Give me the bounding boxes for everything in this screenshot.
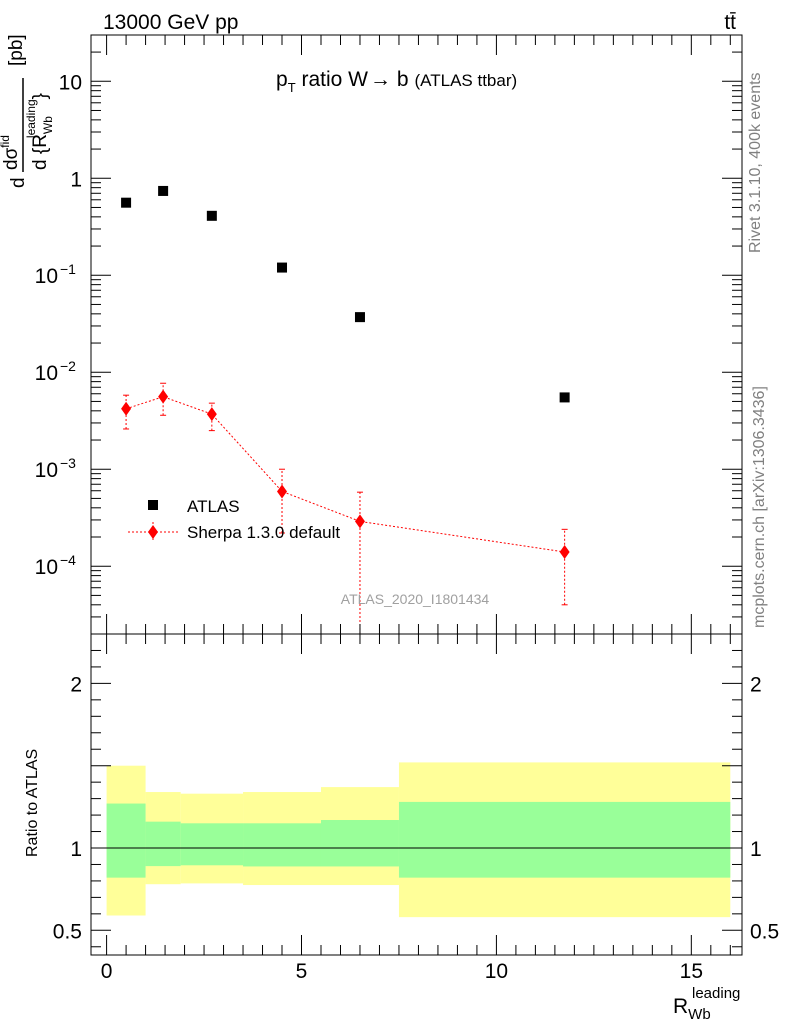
sherpa-line <box>125 396 565 553</box>
svg-text:d {RWbleading}: d {RWbleading} <box>24 93 55 170</box>
mcplots-label: mcplots.cern.ch [arXiv:1306.3436] <box>751 386 768 628</box>
title-rest: ratio W <box>296 68 369 91</box>
main-ylabel: d dσfid d {RWbleading} [pb] <box>0 34 55 188</box>
legend-atlas-marker <box>148 500 158 510</box>
ylabel-sup: leading <box>24 99 38 138</box>
ratio-y-tick-label-right: 2 <box>750 673 762 696</box>
title-sub: T <box>288 80 296 95</box>
atlas-point <box>121 197 132 208</box>
ratio-y-tick-label-left: 1 <box>70 838 82 861</box>
svg-text:dσfid: dσfid <box>0 135 22 170</box>
svg-text:d: d <box>8 177 29 188</box>
xlabel: RWb <box>673 995 711 1023</box>
ratio-ylabel: Ratio to ATLAS <box>24 749 41 857</box>
ylabel-close: } <box>30 93 51 99</box>
atlas-point <box>559 392 570 403</box>
ylabel-denom: d {R <box>30 134 51 170</box>
sherpa-point <box>121 401 132 416</box>
ylabel-sigma: dσ <box>1 147 22 170</box>
plot-title: pT ratio W→ b (ATLAS ttbar) <box>276 68 517 95</box>
title-arrow: → <box>370 68 391 91</box>
rivet-label: Rivet 3.1.10, 400k events <box>747 72 764 253</box>
main-y-tick-label: 10 <box>35 556 58 579</box>
main-y-tick-label: 10 <box>35 362 58 385</box>
ratio-plot-panel: 0.5 0.5 1 1 2 2 0 5 10 15 <box>53 633 779 983</box>
main-y-tick-exponent: −4 <box>60 552 76 568</box>
title-p: p <box>276 68 288 91</box>
ratio-inner-band <box>398 801 731 878</box>
xlabel-sub: Wb <box>688 1006 711 1023</box>
main-y-tick-label: 1 <box>70 168 82 191</box>
main-y-tick-exponent: −3 <box>60 455 76 471</box>
x-tick-label: 5 <box>296 960 308 983</box>
main-y-tick-exponent: −1 <box>60 261 76 277</box>
ratio-y-tick-label-left: 2 <box>70 673 82 696</box>
ratio-inner-band <box>180 823 244 866</box>
main-y-tick-label: 10 <box>35 265 58 288</box>
ylabel-sub: Wb <box>41 116 55 134</box>
legend-sherpa-label: Sherpa 1.3.0 default <box>187 523 340 542</box>
atlas-point <box>277 262 288 273</box>
main-y-tick-label: 10 <box>59 71 82 94</box>
legend-sherpa-marker <box>148 525 158 539</box>
sherpa-point <box>354 514 365 529</box>
xlabel-main: R <box>673 995 688 1018</box>
title-suffix: (ATLAS ttbar) <box>415 71 518 90</box>
ratio-inner-band <box>243 823 321 867</box>
ratio-y-tick-label-left: 0.5 <box>53 920 82 943</box>
atlas-point <box>206 210 217 221</box>
process-label: tt̄ <box>724 11 736 34</box>
legend-atlas-label: ATLAS <box>187 497 240 516</box>
ratio-inner-band <box>320 820 399 867</box>
title-b: b <box>391 68 409 91</box>
sherpa-point <box>206 407 217 422</box>
svg-text:[pb]: [pb] <box>6 34 27 66</box>
x-tick-label: 15 <box>680 960 703 983</box>
ylabel-d: d <box>8 177 29 188</box>
main-y-tick-exponent: −2 <box>60 358 76 374</box>
main-y-tick-label: 10 <box>35 459 58 482</box>
ratio-y-tick-label-right: 1 <box>750 838 762 861</box>
ratio-frame <box>90 633 743 956</box>
energy-label: 13000 GeV pp <box>103 11 238 34</box>
ylabel-unit: [pb] <box>6 34 27 66</box>
ratio-inner-band <box>106 803 146 878</box>
sherpa-point <box>277 484 288 499</box>
xlabel-sup: leading <box>692 985 740 1002</box>
legend: ATLAS Sherpa 1.3.0 default <box>128 497 340 542</box>
x-tick-label: 10 <box>485 960 508 983</box>
ylabel-fid: fid <box>0 135 12 148</box>
main-frame <box>90 34 743 635</box>
sherpa-point <box>158 389 169 404</box>
atlas-point <box>158 185 169 196</box>
analysis-id: ATLAS_2020_I1801434 <box>341 591 490 607</box>
sherpa-point <box>559 545 570 560</box>
ratio-inner-band <box>145 821 181 867</box>
atlas-point <box>354 312 365 323</box>
ratio-y-tick-label-right: 0.5 <box>750 920 779 943</box>
x-tick-label: 0 <box>101 960 113 983</box>
